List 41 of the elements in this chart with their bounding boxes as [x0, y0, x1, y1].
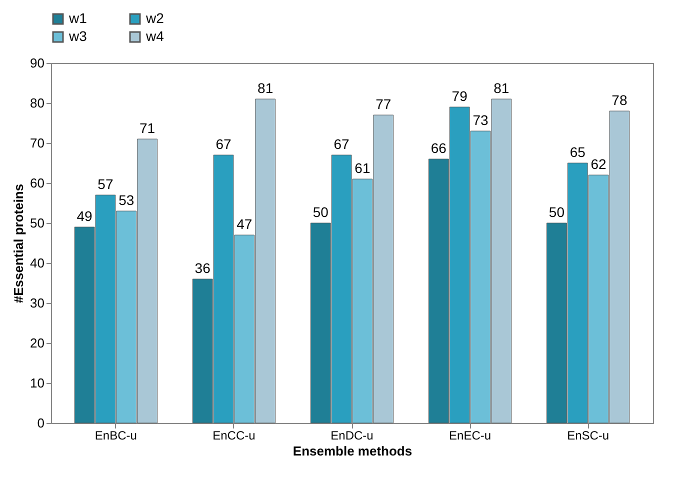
x-axis-title: Ensemble methods	[292, 444, 412, 458]
data-label: 57	[98, 176, 114, 192]
y-tick-label: 50	[30, 216, 44, 230]
y-tick-label: 40	[30, 256, 44, 270]
data-label: 61	[354, 160, 370, 176]
data-label: 67	[334, 136, 350, 152]
y-tick-label: 30	[30, 296, 44, 310]
data-label: 49	[76, 208, 93, 224]
data-label: 79	[452, 88, 468, 104]
data-label: 50	[312, 204, 329, 220]
y-tick-label: 90	[30, 56, 44, 70]
legend-label: w2	[145, 10, 164, 26]
data-label: 77	[376, 96, 392, 112]
data-label: 62	[590, 156, 607, 172]
legend-label: w4	[145, 28, 164, 44]
data-label: 81	[494, 80, 510, 96]
y-axis-title: #Essential proteins	[11, 184, 26, 304]
data-label: 66	[430, 140, 447, 156]
legend-label: w1	[68, 10, 88, 26]
x-tick-label: EnCC-u	[212, 428, 256, 442]
y-tick-label: 80	[30, 96, 44, 110]
y-tick-label: 60	[30, 176, 44, 190]
x-tick-label: EnSC-u	[567, 428, 610, 442]
x-tick-label: EnDC-u	[330, 428, 374, 442]
y-tick-label: 20	[30, 336, 44, 350]
data-label: 53	[118, 192, 134, 208]
data-label: 73	[472, 112, 488, 128]
data-label: 65	[570, 144, 586, 160]
data-label: 71	[140, 120, 156, 136]
data-label: 67	[216, 136, 232, 152]
legend-label: w3	[68, 28, 88, 44]
data-label: 50	[548, 204, 565, 220]
data-label: 81	[258, 80, 274, 96]
data-label: 47	[236, 216, 252, 232]
data-label: 78	[612, 92, 628, 108]
y-tick-label: 10	[30, 376, 44, 390]
data-label: 36	[194, 260, 211, 276]
x-tick-label: EnBC-u	[94, 428, 137, 442]
y-tick-label: 0	[37, 416, 44, 430]
x-tick-label: EnEC-u	[449, 428, 492, 442]
y-tick-label: 70	[30, 136, 44, 150]
